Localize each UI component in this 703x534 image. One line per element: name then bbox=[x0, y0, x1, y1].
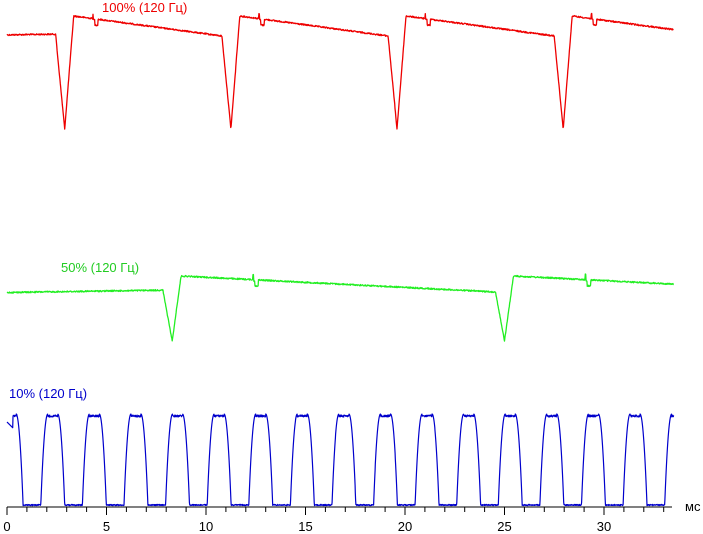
series-line-50 bbox=[6, 273, 674, 342]
x-tick-label: 20 bbox=[398, 519, 412, 534]
x-tick-label: 30 bbox=[597, 519, 611, 534]
series-label-100: 100% (120 Гц) bbox=[102, 0, 187, 15]
x-tick-label: 10 bbox=[199, 519, 213, 534]
series-labels-group: 100% (120 Гц) 50% (120 Гц) 10% (120 Гц) bbox=[9, 0, 187, 401]
series-line-10 bbox=[6, 413, 675, 507]
x-tick-label: 15 bbox=[298, 519, 312, 534]
x-tick-label: 25 bbox=[497, 519, 511, 534]
x-tick-label: 0 bbox=[3, 519, 10, 534]
series-label-50: 50% (120 Гц) bbox=[61, 260, 139, 275]
traces-group bbox=[6, 12, 675, 507]
x-axis-unit-label: мс bbox=[685, 499, 701, 514]
series-label-10: 10% (120 Гц) bbox=[9, 386, 87, 401]
x-ticks-group: 0 5 10 15 20 25 30 bbox=[3, 507, 665, 534]
x-tick-label: 5 bbox=[103, 519, 110, 534]
series-line-100 bbox=[6, 12, 674, 130]
x-axis: 0 5 10 15 20 25 30 мс bbox=[3, 499, 701, 534]
